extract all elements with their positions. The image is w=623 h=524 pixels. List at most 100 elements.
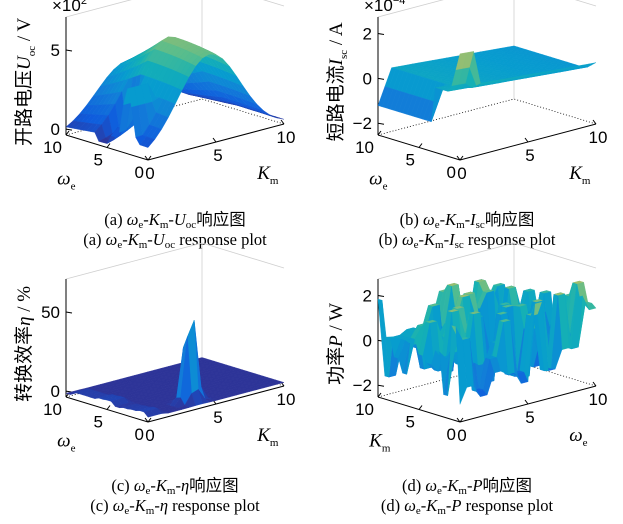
axis1-label-sub: m — [382, 443, 391, 455]
caption-omega-sub: e — [138, 219, 144, 231]
back-top-line-right — [574, 0, 597, 7]
z-axis-label-text: 开路电压 — [13, 70, 35, 146]
axis1-tick — [147, 155, 152, 161]
caption-d-cn: (d) ωe-Km-P响应图 — [401, 476, 533, 497]
caption-a-en: (a) ωe-Km-Uoc response plot — [83, 230, 267, 251]
caption-var-sub: sc — [475, 219, 485, 231]
axis1-label-var: K — [368, 431, 383, 452]
axes-box-a — [65, 0, 285, 161]
caption-omega: ω — [425, 476, 437, 495]
caption-suffix: response plot — [461, 496, 554, 515]
caption-suffix: 响应图 — [189, 476, 239, 495]
z-multiplier-exp: 2 — [81, 0, 87, 7]
caption-omega: ω — [401, 230, 414, 249]
z-tick — [377, 77, 385, 80]
axis1-tick-label: 10 — [355, 400, 374, 419]
surface-c — [65, 320, 285, 418]
back-top-line-right — [262, 0, 285, 7]
caption-k: K — [134, 496, 146, 515]
axis2-label-var: K — [568, 163, 583, 184]
axis1-label-sub: e — [383, 181, 388, 193]
z-tick — [65, 311, 73, 314]
caption-b-en: (b) ωe-Km-Isc response plot — [378, 230, 556, 251]
caption-prefix: (c) — [90, 496, 113, 515]
axis2-label-var: K — [256, 163, 271, 184]
z-tick — [65, 49, 73, 52]
caption-c-en: (c) ωe-Km-η response plot — [90, 496, 260, 517]
axis2-tick — [524, 399, 529, 405]
axis1-tick — [459, 155, 464, 161]
z-axis-label-unit: / A — [326, 22, 347, 50]
caption-suffix: response plot — [463, 230, 556, 249]
axis2-label-sub: m — [270, 437, 279, 449]
z-multiplier: ×10−4 — [364, 0, 405, 15]
axis2-tick-label: 10 — [589, 128, 608, 147]
axis2-label-var: K — [256, 425, 271, 446]
surface-a — [65, 36, 285, 148]
caption-var: P — [472, 476, 483, 495]
axis1-tick — [418, 143, 423, 148]
z-tick — [65, 128, 73, 131]
axis2-tick-label: 0 — [145, 426, 154, 445]
surface-patch — [455, 326, 468, 405]
caption-prefix: (d) — [380, 496, 405, 515]
z-tick — [377, 295, 385, 298]
caption-var-sub: oc — [164, 239, 176, 251]
z-axis-label: 转换效率η / % — [13, 286, 35, 402]
surface-b — [377, 45, 597, 123]
z-axis-label-var: U — [14, 55, 35, 70]
axis2-label-sub: e — [583, 437, 588, 449]
caption-omega-sub: e — [124, 505, 130, 517]
axis1-tick-label: 0 — [447, 163, 456, 182]
caption-omega-sub: e — [117, 239, 123, 251]
axis2-tick — [280, 119, 285, 125]
caption-omega-sub: e — [436, 485, 442, 497]
caption-k: K — [127, 230, 139, 249]
caption-suffix: 响应图 — [482, 476, 533, 495]
z-axis-label-text: 转换效率 — [13, 326, 35, 402]
caption-var: η — [159, 496, 169, 515]
axis1-tick-label: 0 — [135, 163, 144, 182]
axis1-tick-label: 0 — [135, 425, 144, 444]
z-multiplier-base: ×10 — [364, 0, 393, 15]
z-axis-label-unit: / % — [14, 286, 35, 317]
caption-var: I — [470, 210, 476, 229]
surface-patch — [455, 52, 468, 71]
axis2-tick-label: 0 — [457, 164, 466, 183]
axis1-tick-label: 5 — [94, 413, 103, 432]
z-tick-label: 5 — [51, 41, 60, 60]
back-top-line-right — [201, 242, 285, 269]
caption-c-cn: (c) ωe-Km-η响应图 — [111, 476, 239, 497]
caption-var: P — [451, 496, 462, 515]
axis2-tick-label: 10 — [589, 390, 608, 409]
axis1-tick — [418, 405, 423, 410]
surface-patch — [143, 137, 156, 148]
caption-var: I — [449, 230, 455, 249]
axis2-tick-label: 10 — [277, 390, 296, 409]
axes-box-b — [377, 0, 597, 161]
axis2-tick — [144, 155, 149, 161]
z-tick — [377, 33, 385, 36]
axis1-tick-label: 5 — [94, 151, 103, 170]
caption-b-cn: (b) ωe-Km-Isc响应图 — [399, 210, 535, 231]
caption-omega: ω — [423, 210, 435, 229]
caption-prefix: (a) — [104, 210, 127, 229]
z-axis-label-var: P — [326, 335, 347, 348]
caption-prefix: (b) — [399, 210, 424, 229]
z-tick-label: 0 — [51, 120, 60, 139]
axis2-label: Km — [256, 163, 279, 187]
caption-var: U — [152, 230, 165, 249]
panel-d: −2 0 2 10 5 0 0 5 10 Km ωe 功率P / W (d) ωe-Km-P响应图 (… — [312, 242, 623, 524]
z-multiplier-exp: −4 — [393, 0, 406, 7]
caption-d-en: (d) ωe-Km-P response plot — [380, 496, 554, 517]
z-multiplier-base: ×10 — [52, 0, 81, 15]
axis1-label-var: ω — [57, 431, 70, 452]
axis2-tick-label: 10 — [277, 128, 296, 147]
surface-patch — [143, 409, 156, 418]
z-axis-label: 开路电压Uoc / V — [13, 17, 38, 146]
z-axis-label-text: 短路电流 — [325, 65, 347, 141]
panel-c: 0 50 10 5 0 0 5 10 ωe Km 转换效率η / % (c) ωe-Km-η响应图 … — [0, 242, 311, 524]
z-tick-label: 0 — [363, 331, 372, 350]
axis1-tick-label: 5 — [406, 151, 415, 170]
